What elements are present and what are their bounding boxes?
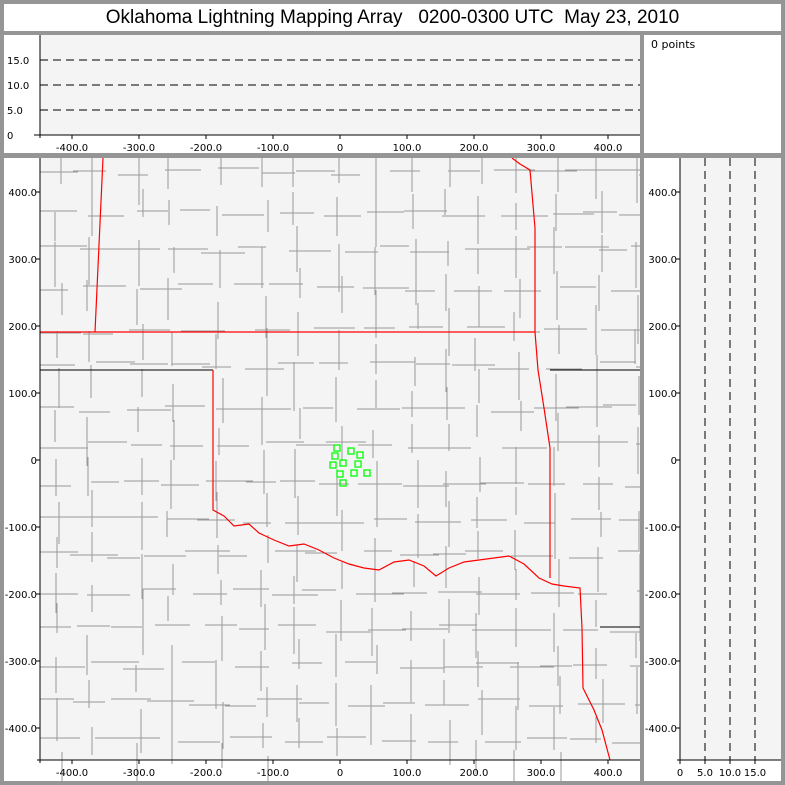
county-line [595, 158, 604, 743]
x-tick-label: -400.0 [56, 768, 88, 779]
side-plot: 0 5.0 10.0 15.0 400.0 300.0 200.0 100.0 0 -100.0 -… [645, 158, 781, 779]
county-line [40, 661, 640, 670]
lightning-source-marker [339, 479, 347, 487]
altitude-vs-y-panel: 0 5.0 10.0 15.0 400.0 300.0 200.0 100.0 0 -100.0 -… [644, 158, 781, 781]
x-tick-label: -100.0 [257, 768, 289, 779]
x-tick-label: -200.0 [190, 768, 222, 779]
y-tick-label: -400.0 [645, 724, 677, 735]
lightning-source-marker [350, 469, 358, 477]
x-tick-label: 10.0 [719, 768, 741, 779]
y-tick-label: -100.0 [645, 523, 677, 534]
county-line [40, 516, 640, 524]
y-tick-label: -400.0 [5, 724, 37, 735]
county-line [40, 736, 640, 744]
county-line [40, 283, 640, 292]
county-line [40, 167, 640, 176]
county-line [260, 158, 269, 781]
y-tick-label: 300.0 [648, 255, 677, 266]
x-tick-label: 5.0 [697, 768, 713, 779]
lightning-source-marker [339, 459, 347, 467]
x-tick-label: -300.0 [123, 143, 155, 153]
x-tick-label: 0 [677, 768, 683, 779]
county-line [40, 209, 640, 217]
county-borders [40, 158, 640, 781]
plot-area [40, 158, 640, 760]
county-line [40, 361, 640, 370]
lightning-source-marker [363, 469, 371, 477]
y-tick-label: -200.0 [5, 590, 37, 601]
y-tick-label: 5.0 [7, 106, 23, 117]
y-tick-label: -200.0 [645, 590, 677, 601]
y-tick-label: -100.0 [5, 523, 37, 534]
chart-title: Oklahoma Lightning Mapping Array 0200-03… [4, 4, 781, 31]
plan-view-panel[interactable]: -400.0 -300.0 -200.0 -100.0 0 100.0 200.0 300.0… [4, 158, 640, 781]
y-tick-label: 400.0 [648, 188, 677, 199]
lightning-source-marker [333, 444, 341, 452]
lightning-source-marker [331, 452, 339, 460]
county-line [443, 158, 451, 765]
lightning-source-marker [347, 447, 355, 455]
x-tick-label: 100.0 [393, 143, 422, 153]
county-line [40, 404, 636, 413]
x-tick-label: -300.0 [123, 768, 155, 779]
x-tick-label: 400.0 [594, 143, 623, 153]
lightning-source-marker [354, 460, 362, 468]
altitude-plot: 0 5.0 10.0 15.0 -400.0 -300.0 -200.0 -100.0 0 100… [7, 35, 640, 153]
y-tick-label: -300.0 [5, 657, 37, 668]
y-tick-label: 0 [671, 456, 677, 467]
county-line [410, 158, 419, 760]
x-tick-label: -200.0 [190, 143, 222, 153]
points-panel [644, 35, 781, 153]
x-tick-label: -100.0 [257, 143, 289, 153]
county-line [553, 158, 562, 781]
x-tick-label: 100.0 [393, 768, 422, 779]
county-line [54, 158, 63, 781]
x-tick-label: -400.0 [56, 143, 88, 153]
lightning-source-marker [329, 461, 337, 469]
x-tick-label: 400.0 [594, 768, 623, 779]
x-tick-label: 300.0 [527, 768, 556, 779]
lightning-source-marker [356, 451, 364, 459]
state-border [40, 369, 640, 628]
y-tick-label: 10.0 [7, 81, 29, 92]
lightning-source-marker [336, 470, 344, 478]
county-line [474, 158, 483, 774]
x-tick-label: 300.0 [527, 143, 556, 153]
x-tick-label: 200.0 [460, 768, 489, 779]
y-tick-label: 15.0 [7, 56, 29, 67]
y-tick-label: 300.0 [8, 255, 37, 266]
y-tick-label: 100.0 [8, 389, 37, 400]
y-tick-label: 0 [7, 131, 13, 142]
y-tick-label: 200.0 [648, 322, 677, 333]
x-tick-label: 15.0 [744, 768, 766, 779]
county-line [166, 158, 175, 764]
county-line [292, 158, 301, 748]
x-tick-label: 0 [337, 143, 343, 153]
y-tick-label: 400.0 [8, 188, 37, 199]
oklahoma-border [40, 158, 611, 761]
y-tick-label: 100.0 [648, 389, 677, 400]
county-line [40, 588, 640, 596]
county-line [513, 158, 522, 781]
points-count: 0 points [651, 38, 696, 51]
county-line [40, 624, 640, 633]
county-line [634, 158, 640, 714]
county-line [370, 158, 378, 745]
y-tick-label: -300.0 [645, 657, 677, 668]
county-line [40, 550, 640, 559]
x-tick-label: 200.0 [460, 143, 489, 153]
county-line [135, 158, 144, 781]
altitude-vs-x-panel: 0 5.0 10.0 15.0 -400.0 -300.0 -200.0 -100.0 0 100… [4, 35, 640, 153]
map-plot[interactable]: -400.0 -300.0 -200.0 -100.0 0 100.0 200.0 300.0… [4, 158, 640, 781]
county-line [86, 158, 93, 755]
x-tick-label: 0 [337, 768, 343, 779]
county-line [215, 158, 224, 768]
y-tick-label: 200.0 [8, 322, 37, 333]
county-line [335, 158, 343, 756]
y-tick-label: 0 [31, 456, 37, 467]
county-line [40, 245, 640, 254]
county-line [40, 441, 640, 449]
